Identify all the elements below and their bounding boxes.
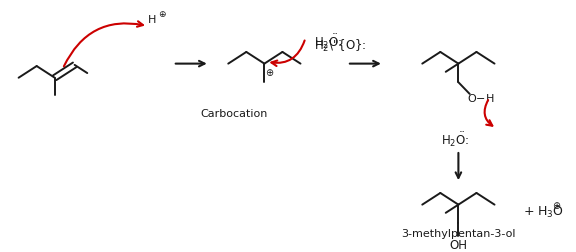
Text: $\oplus$: $\oplus$ [158, 10, 166, 19]
Text: H: H [148, 15, 156, 25]
Text: $\oplus$: $\oplus$ [552, 199, 561, 210]
Text: O$-$H: O$-$H [467, 92, 494, 104]
Text: Carbocation: Carbocation [201, 108, 268, 118]
Text: H$_2\ddot{\mathrm{O}}$:: H$_2\ddot{\mathrm{O}}$: [314, 33, 343, 51]
Text: OH: OH [449, 239, 467, 251]
Text: H$_2\ddot{\mathrm{O}}$:: H$_2\ddot{\mathrm{O}}$: [441, 130, 470, 148]
Text: H$_2$\"{O}:: H$_2$\"{O}: [314, 38, 366, 54]
Text: + H$_3$O: + H$_3$O [523, 204, 564, 219]
Text: 3-methylpentan-3-ol: 3-methylpentan-3-ol [401, 228, 516, 238]
Text: $\oplus$: $\oplus$ [266, 67, 275, 78]
